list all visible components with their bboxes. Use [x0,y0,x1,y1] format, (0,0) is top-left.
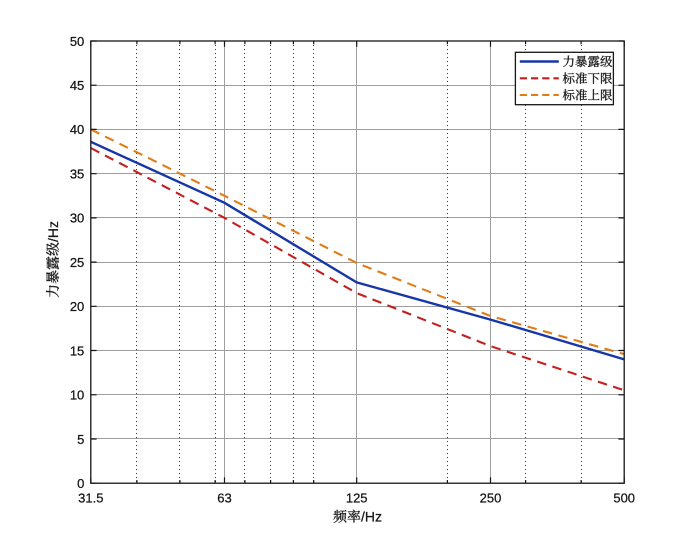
svg-text:30: 30 [70,211,84,226]
svg-text:63: 63 [217,490,231,505]
svg-text:15: 15 [70,343,84,358]
svg-text:45: 45 [70,78,84,93]
svg-text:25: 25 [70,255,84,270]
svg-text:50: 50 [70,34,84,49]
svg-text:31.5: 31.5 [78,490,103,505]
svg-text:5: 5 [77,432,84,447]
svg-text:20: 20 [70,299,84,314]
svg-text:/Hz: /Hz [361,509,382,525]
svg-text:35: 35 [70,167,84,182]
svg-text:10: 10 [70,388,84,403]
svg-text:/Hz: /Hz [45,221,61,242]
svg-text:500: 500 [613,490,635,505]
svg-text:0: 0 [77,476,84,491]
svg-text:40: 40 [70,122,84,137]
svg-text:125: 125 [346,490,368,505]
svg-text:250: 250 [480,490,502,505]
